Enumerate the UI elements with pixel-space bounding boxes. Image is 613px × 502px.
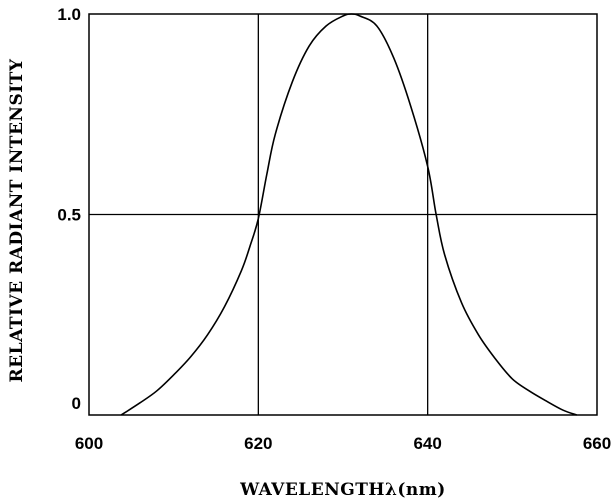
y-tick-label: 0.5 bbox=[57, 206, 81, 225]
y-tick-labels: 0 0.5 1.0 bbox=[57, 5, 81, 413]
x-axis-title: WAVELENGTHλ(nm) bbox=[239, 480, 446, 500]
grid-lines bbox=[89, 14, 597, 415]
y-axis-title: RELATIVE RADIANT INTENSITY bbox=[7, 58, 27, 382]
plot-frame bbox=[88, 13, 598, 416]
x-tick-labels: 600 620 640 660 bbox=[75, 434, 611, 453]
x-tick-label: 620 bbox=[244, 434, 272, 453]
y-tick-label: 1.0 bbox=[57, 5, 81, 24]
x-tick-label: 600 bbox=[75, 434, 103, 453]
x-tick-label: 640 bbox=[413, 434, 441, 453]
x-tick-label: 660 bbox=[583, 434, 611, 453]
y-tick-label: 0 bbox=[72, 394, 81, 413]
